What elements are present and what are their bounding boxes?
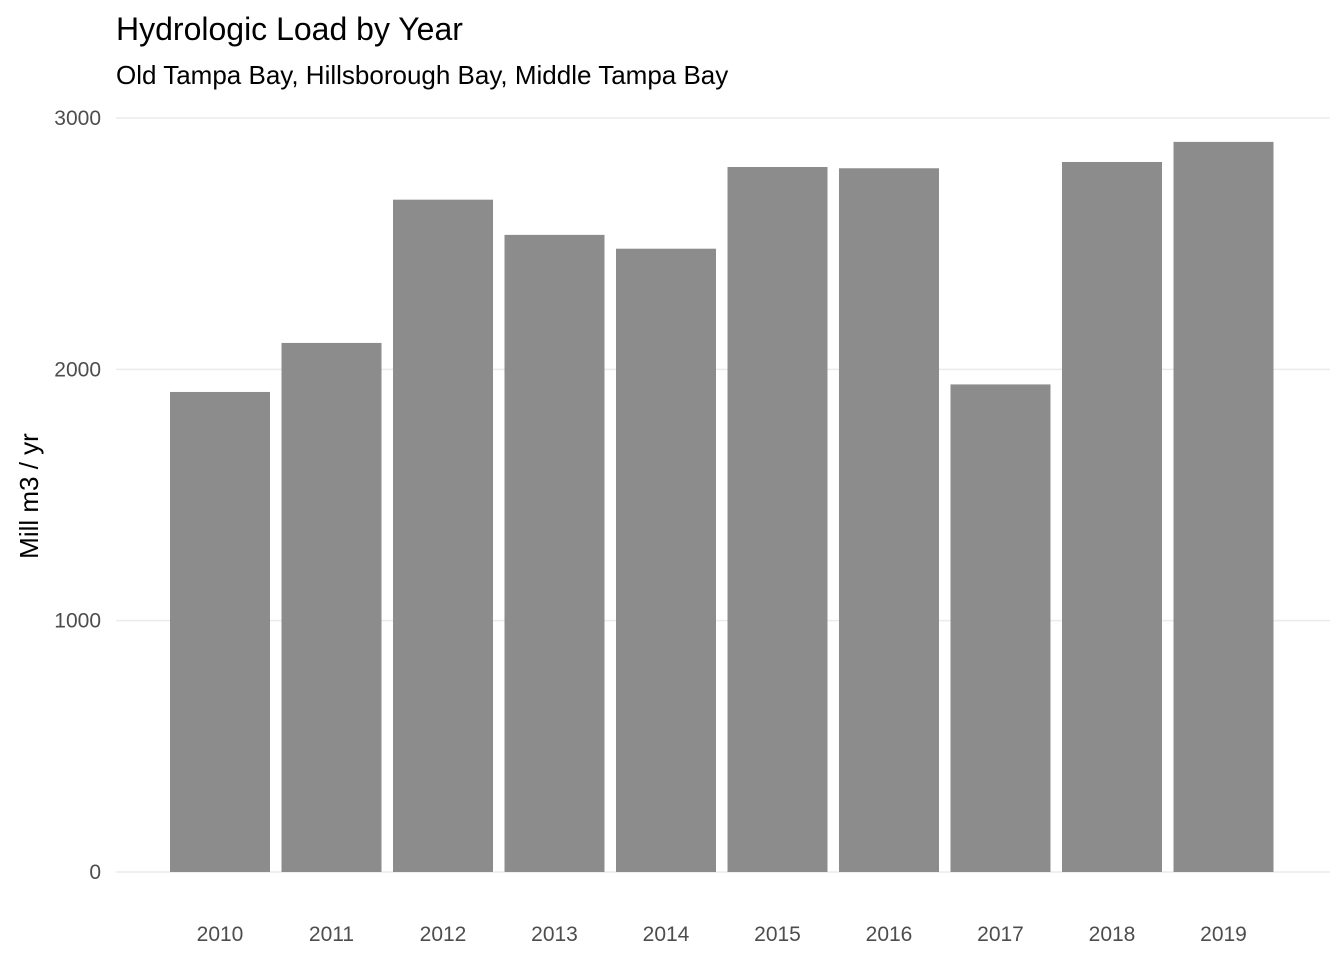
y-tick-label: 1000 [54,610,101,633]
bar-2017 [950,384,1051,872]
bar-2015 [727,167,828,872]
x-tick-label: 2018 [1089,923,1136,946]
y-tick-label: 3000 [54,107,101,130]
y-tick-label: 0 [89,861,101,884]
bar-2010 [170,391,270,872]
bar-2012 [393,199,493,872]
bar-2016 [839,168,939,872]
y-axis-ticks: 0 1000 2000 3000 [54,107,101,884]
x-axis-ticks: 2010 2011 2012 2013 2014 2015 2016 2017 2018 2019 [197,923,1247,946]
bar-2018 [1062,161,1162,872]
x-tick-label: 2010 [197,923,244,946]
chart-title: Hydrologic Load by Year [116,11,463,47]
x-tick-label: 2012 [420,923,467,946]
bar-2019 [1173,141,1274,873]
x-tick-label: 2015 [754,923,801,946]
bar-2011 [281,342,382,872]
x-tick-label: 2016 [866,923,913,946]
bar-2014 [616,248,716,872]
bars [170,141,1274,873]
chart-subtitle: Old Tampa Bay, Hillsborough Bay, Middle … [116,60,728,90]
x-tick-label: 2011 [309,923,354,946]
bar-2013 [504,234,605,872]
x-tick-label: 2019 [1200,923,1247,946]
y-tick-label: 2000 [54,358,101,381]
x-tick-label: 2017 [977,923,1024,946]
x-tick-label: 2013 [531,923,578,946]
y-axis-label: Mill m3 / yr [14,433,44,559]
x-tick-label: 2014 [643,923,690,946]
